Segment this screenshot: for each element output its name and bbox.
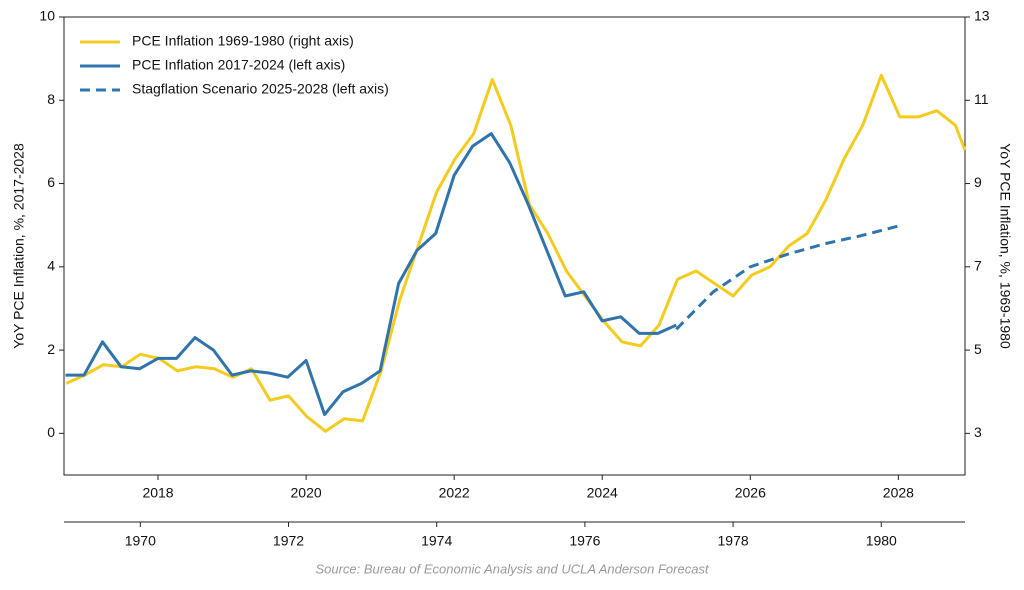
y-tick-label: 2: [47, 341, 55, 357]
x-tick-label: 2024: [587, 485, 618, 501]
legend-label: Stagflation Scenario 2025-2028 (left axi…: [132, 81, 389, 97]
x-tick-label: 2026: [735, 485, 766, 501]
y-tick-label: 0: [47, 424, 55, 440]
y2-tick-label: 11: [974, 91, 989, 107]
x-tick-label: 2022: [439, 485, 470, 501]
y-tick-label: 10: [39, 8, 55, 24]
y-tick-label: 8: [47, 91, 55, 107]
x2-tick-label: 1970: [125, 533, 156, 549]
x-tick-label: 2018: [142, 485, 173, 501]
y2-tick-label: 3: [974, 424, 982, 440]
y-tick-label: 6: [47, 174, 55, 190]
y2-tick-label: 5: [974, 341, 982, 357]
y2-tick-label: 7: [974, 258, 982, 274]
series-line: [675, 224, 899, 331]
x2-tick-label: 1978: [718, 533, 749, 549]
source-note: Source: Bureau of Economic Analysis and …: [315, 561, 709, 576]
plot-frame: [63, 16, 966, 476]
y-tick-label: 4: [47, 258, 55, 274]
x-tick-label: 2028: [883, 485, 914, 501]
y-axis-label: YoY PCE Inflation, %, 2017-2028: [11, 143, 27, 349]
x2-tick-label: 1980: [866, 533, 897, 549]
x2-tick-label: 1976: [569, 533, 600, 549]
y2-tick-label: 13: [974, 8, 990, 24]
series-line: [65, 73, 967, 433]
y2-tick-label: 9: [974, 174, 982, 190]
legend-label: PCE Inflation 2017-2024 (left axis): [132, 57, 345, 73]
x2-tick-label: 1972: [273, 533, 304, 549]
x2-tick-label: 1974: [421, 533, 452, 549]
y2-axis-label: YoY PCE Inflation, %, 1969-1980: [997, 143, 1013, 349]
x-tick-label: 2020: [291, 485, 322, 501]
series-line: [65, 132, 677, 417]
legend-label: PCE Inflation 1969-1980 (right axis): [132, 33, 354, 49]
